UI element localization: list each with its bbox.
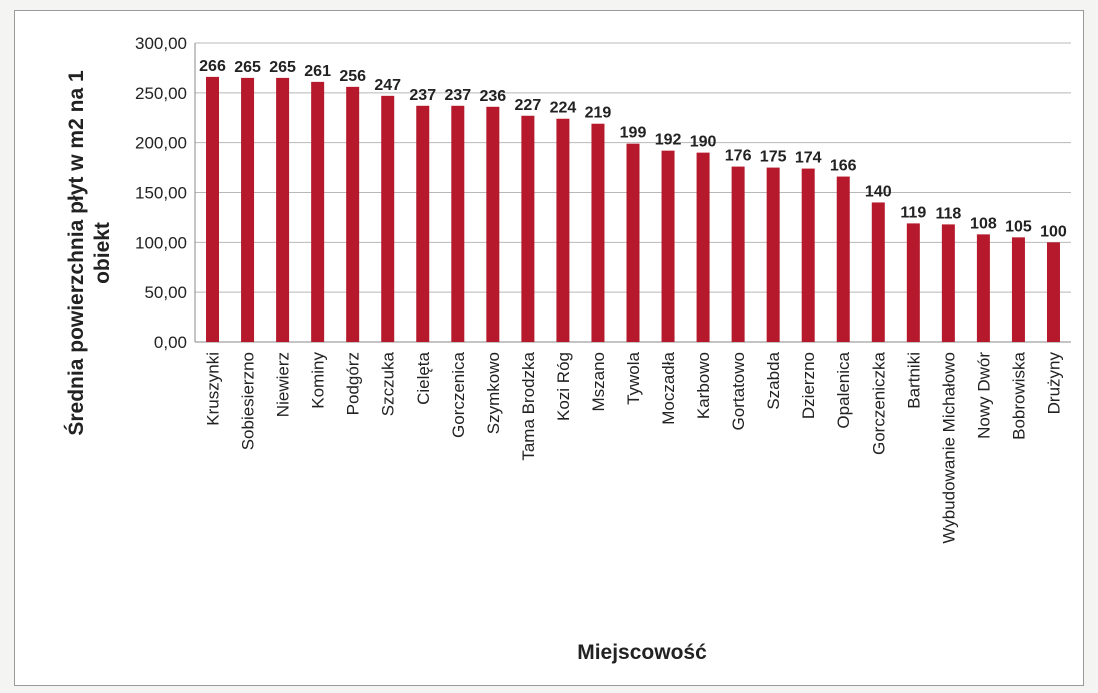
chart-frame: 0,00 50,00 100,00 150,00 200,00 250,00 300,00 … bbox=[14, 10, 1084, 686]
bar bbox=[311, 81, 325, 343]
bar bbox=[696, 152, 710, 342]
y-tick-label: 300,00 bbox=[135, 34, 187, 53]
bar-value-label: 247 bbox=[374, 77, 401, 94]
bar bbox=[976, 234, 990, 342]
bar bbox=[206, 76, 220, 343]
bar bbox=[416, 105, 430, 342]
x-category-label: Tama Brodzka bbox=[519, 351, 538, 460]
bar bbox=[871, 202, 885, 342]
bar bbox=[626, 143, 640, 342]
x-category-label: Mszano bbox=[589, 352, 608, 412]
x-category-label: Bobrowiska bbox=[1009, 351, 1028, 439]
x-category-label: Cielęta bbox=[414, 351, 433, 404]
x-category-label: Szabda bbox=[764, 351, 783, 409]
bar bbox=[1011, 237, 1025, 342]
x-category-label: Gortatowo bbox=[729, 352, 748, 430]
x-category-label: Drużyny bbox=[1044, 352, 1063, 415]
bar bbox=[661, 150, 675, 342]
bar bbox=[941, 224, 955, 342]
y-tick-label: 200,00 bbox=[135, 134, 187, 153]
bar bbox=[521, 115, 535, 342]
y-tick-label: 50,00 bbox=[144, 283, 187, 302]
x-category-label: Karbowo bbox=[694, 352, 713, 419]
bar-chart: 0,0050,00100,00150,00200,00250,00300,00 … bbox=[64, 34, 1071, 664]
bar bbox=[591, 123, 605, 342]
bar bbox=[731, 166, 745, 342]
x-category-label: Gorczenica bbox=[449, 351, 468, 438]
x-category-label: Dzierzno bbox=[799, 352, 818, 419]
bar bbox=[766, 167, 780, 342]
value-labels: 266 265 265 261 256 247 237 237 236 227 224 219 199 1… bbox=[199, 58, 1067, 240]
x-axis-title: Miejscowość bbox=[577, 641, 707, 664]
bar-value-label: 256 bbox=[339, 68, 366, 85]
x-category-label: Gorczeniczka bbox=[869, 351, 888, 455]
bar bbox=[556, 118, 570, 342]
bar-value-label: 266 bbox=[199, 58, 226, 75]
bar-value-label: 227 bbox=[515, 97, 542, 114]
bar-value-label: 119 bbox=[900, 204, 926, 221]
bar-value-label: 261 bbox=[304, 63, 331, 80]
x-category-label: Niewierz bbox=[274, 352, 293, 417]
bar-value-label: 166 bbox=[830, 158, 857, 175]
bar-value-label: 174 bbox=[795, 150, 822, 167]
bar bbox=[906, 223, 920, 342]
y-axis-ticks: 0,00 50,00 100,00 150,00 200,00 250,00 300,00 bbox=[135, 34, 187, 352]
x-category-label: Moczadła bbox=[659, 351, 678, 424]
bar bbox=[1046, 242, 1060, 342]
bar bbox=[451, 105, 465, 342]
bar-value-label: 237 bbox=[444, 87, 471, 104]
bars bbox=[206, 76, 1060, 343]
x-category-label: Opalenica bbox=[834, 351, 853, 428]
x-category-label: Sobiesierzno bbox=[239, 352, 258, 450]
y-tick-label: 100,00 bbox=[135, 233, 187, 252]
x-category-label: Podgórz bbox=[344, 352, 363, 415]
bar bbox=[836, 176, 850, 342]
bar-value-label: 199 bbox=[620, 125, 647, 142]
x-category-label: Kozi Róg bbox=[554, 352, 573, 421]
bar-value-label: 265 bbox=[234, 59, 261, 76]
category-labels: Kruszynki Sobiesierzno Niewierz Kominy Podgó… bbox=[204, 351, 1064, 543]
x-category-label: Szymkowo bbox=[484, 352, 503, 434]
bar bbox=[486, 106, 500, 342]
y-tick-label: 250,00 bbox=[135, 84, 187, 103]
y-tick-label: 150,00 bbox=[135, 184, 187, 203]
bar-value-label: 236 bbox=[479, 88, 506, 105]
bar bbox=[346, 86, 360, 342]
bar-value-label: 118 bbox=[935, 205, 961, 222]
x-category-label: Tywola bbox=[624, 351, 643, 404]
bar bbox=[276, 77, 290, 342]
bar-value-label: 100 bbox=[1040, 223, 1067, 240]
bar-value-label: 175 bbox=[760, 149, 787, 166]
bar-value-label: 224 bbox=[550, 100, 577, 117]
x-category-label: Kruszynki bbox=[204, 352, 223, 426]
y-tick-label: 0,00 bbox=[154, 333, 187, 352]
bar-value-label: 105 bbox=[1005, 218, 1032, 235]
bar-value-label: 108 bbox=[970, 215, 997, 232]
bar-value-label: 265 bbox=[269, 59, 296, 76]
bar-value-label: 192 bbox=[655, 132, 682, 149]
bar-value-label: 219 bbox=[585, 105, 612, 122]
bar-value-label: 237 bbox=[409, 87, 436, 104]
x-category-label: Szczuka bbox=[379, 351, 398, 416]
x-category-label: Wybudowanie Michałowo bbox=[939, 352, 958, 544]
bar-value-label: 176 bbox=[725, 148, 752, 165]
bar bbox=[801, 168, 815, 342]
bar-value-label: 190 bbox=[690, 134, 717, 151]
x-category-label: Kominy bbox=[309, 352, 328, 409]
bar bbox=[241, 77, 255, 342]
bar-value-label: 140 bbox=[865, 183, 892, 200]
x-category-label: Nowy Dwór bbox=[974, 352, 993, 439]
y-axis-title: Średnia powierzchnia płyt w m2 na 1 obiek… bbox=[64, 70, 114, 436]
bar bbox=[381, 95, 395, 342]
x-category-label: Bartniki bbox=[904, 352, 923, 409]
